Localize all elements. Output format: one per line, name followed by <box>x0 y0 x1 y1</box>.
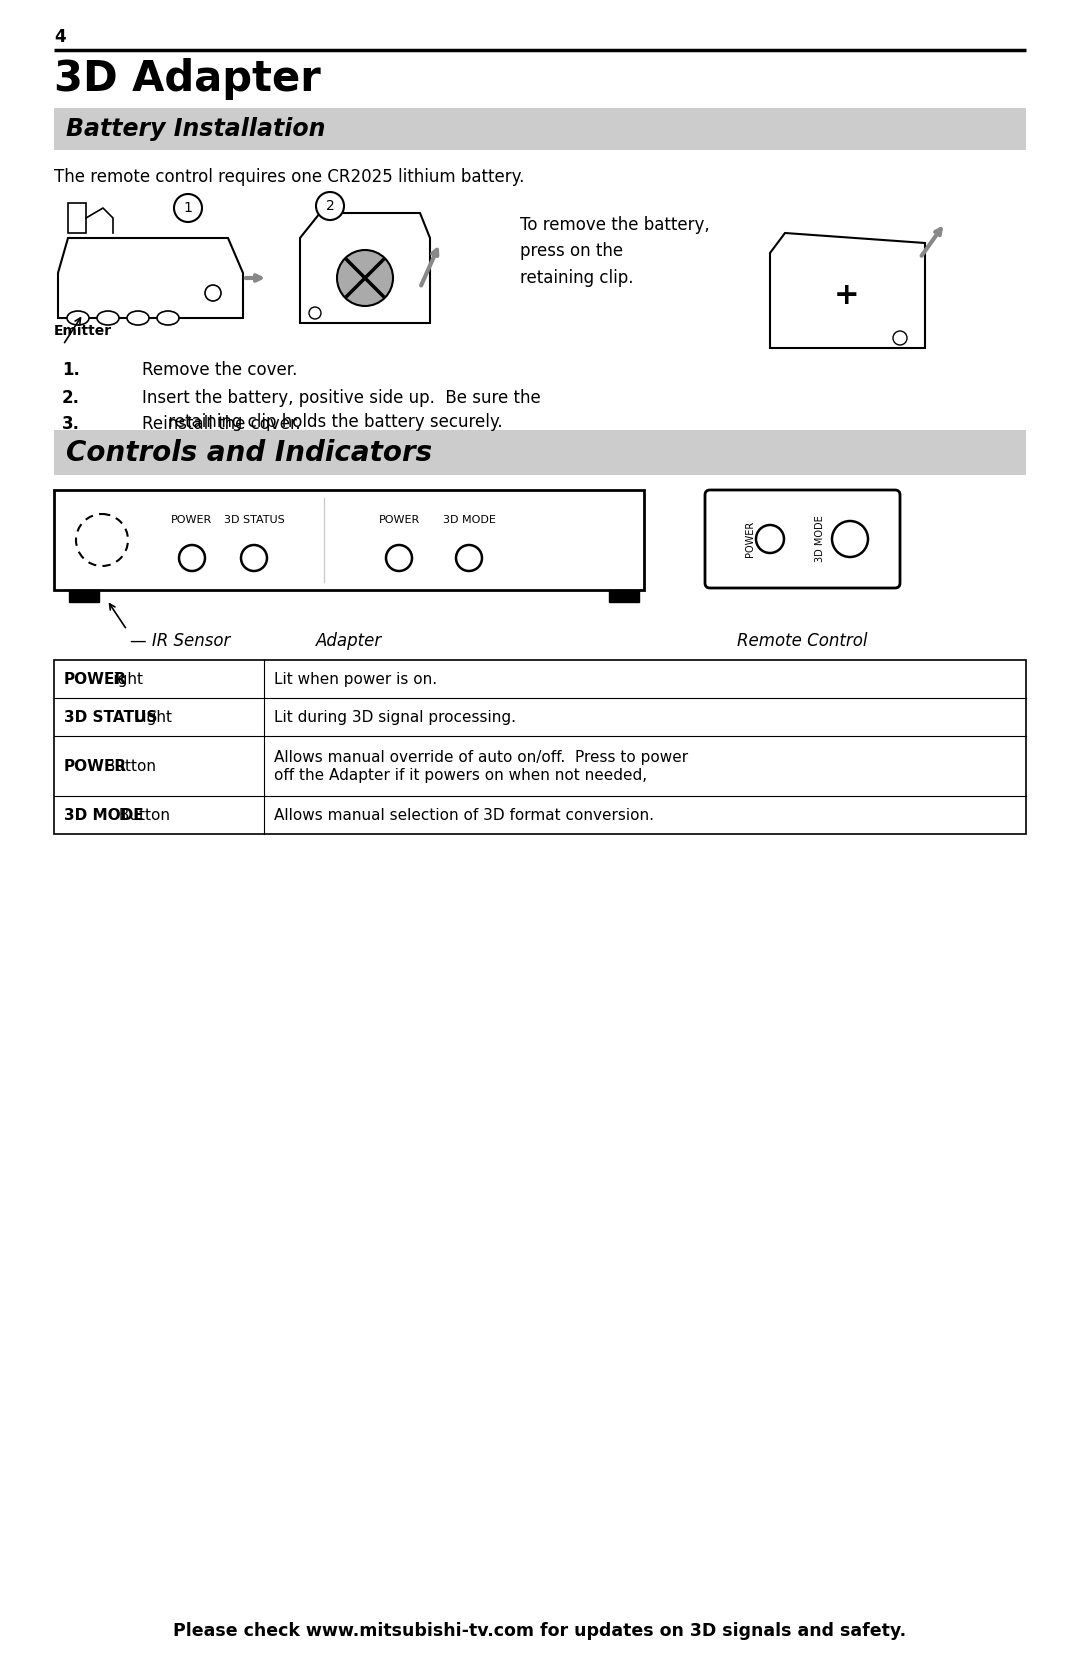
Text: Allows manual override of auto on/off.  Press to power: Allows manual override of auto on/off. P… <box>274 749 688 764</box>
Circle shape <box>386 546 411 571</box>
Text: Insert the battery, positive side up.  Be sure the
     retaining clip holds the: Insert the battery, positive side up. Be… <box>141 389 541 431</box>
Circle shape <box>309 307 321 319</box>
Text: Controls and Indicators: Controls and Indicators <box>66 439 432 467</box>
Text: 2.: 2. <box>62 389 80 407</box>
Ellipse shape <box>157 310 179 325</box>
Bar <box>54 491 644 591</box>
Circle shape <box>832 521 868 557</box>
Bar <box>69 591 99 603</box>
Text: — IR Sensor: — IR Sensor <box>130 633 230 649</box>
Text: Emitter: Emitter <box>54 324 112 339</box>
Text: 1: 1 <box>184 200 192 215</box>
Text: 3D STATUS: 3D STATUS <box>64 709 158 724</box>
Text: Please check www.mitsubishi-tv.com for updates on 3D signals and safety.: Please check www.mitsubishi-tv.com for u… <box>174 1622 906 1641</box>
Ellipse shape <box>127 310 149 325</box>
Text: POWER: POWER <box>172 516 213 526</box>
Text: Button: Button <box>100 758 156 773</box>
Text: 2: 2 <box>326 199 335 214</box>
Polygon shape <box>770 234 924 349</box>
FancyBboxPatch shape <box>705 491 900 587</box>
Circle shape <box>316 192 345 220</box>
Circle shape <box>456 546 482 571</box>
Text: 1.: 1. <box>62 361 80 379</box>
Polygon shape <box>300 214 430 324</box>
Text: Light: Light <box>129 709 172 724</box>
Bar <box>54 108 1026 150</box>
Circle shape <box>205 285 221 300</box>
Text: POWER: POWER <box>745 521 755 557</box>
Text: Lit during 3D signal processing.: Lit during 3D signal processing. <box>274 709 516 724</box>
Text: POWER: POWER <box>378 516 420 526</box>
Text: Adapter: Adapter <box>315 633 382 649</box>
Text: Remote Control: Remote Control <box>737 633 867 649</box>
Text: POWER: POWER <box>64 671 127 686</box>
Bar <box>609 591 639 603</box>
Bar <box>54 431 1026 476</box>
Circle shape <box>893 330 907 345</box>
Bar <box>68 204 86 234</box>
Text: +: + <box>834 280 860 309</box>
Text: 4: 4 <box>54 28 66 47</box>
Polygon shape <box>58 239 243 319</box>
Text: POWER: POWER <box>64 758 127 773</box>
Text: Lit when power is on.: Lit when power is on. <box>274 671 437 686</box>
Text: To remove the battery,
press on the
retaining clip.: To remove the battery, press on the reta… <box>519 215 710 287</box>
Text: 3D Adapter: 3D Adapter <box>54 58 321 100</box>
Ellipse shape <box>67 310 89 325</box>
Circle shape <box>756 526 784 552</box>
Text: Light: Light <box>100 671 143 686</box>
Text: Allows manual selection of 3D format conversion.: Allows manual selection of 3D format con… <box>274 808 654 823</box>
Text: 3D MODE: 3D MODE <box>443 516 496 526</box>
Text: 3D STATUS: 3D STATUS <box>224 516 284 526</box>
Circle shape <box>179 546 205 571</box>
Text: The remote control requires one CR2025 lithium battery.: The remote control requires one CR2025 l… <box>54 169 525 185</box>
Text: 3D MODE: 3D MODE <box>815 516 825 562</box>
Bar <box>54 659 1026 834</box>
Ellipse shape <box>97 310 119 325</box>
Text: Battery Installation: Battery Installation <box>66 117 325 140</box>
Text: Remove the cover.: Remove the cover. <box>141 361 297 379</box>
Text: Reinstall the cover.: Reinstall the cover. <box>141 416 300 432</box>
Circle shape <box>76 514 129 566</box>
Circle shape <box>174 194 202 222</box>
Circle shape <box>337 250 393 305</box>
Circle shape <box>241 546 267 571</box>
Text: Button: Button <box>114 808 171 823</box>
Text: off the Adapter if it powers on when not needed,: off the Adapter if it powers on when not… <box>274 768 647 783</box>
Text: 3D MODE: 3D MODE <box>64 808 144 823</box>
Text: 3.: 3. <box>62 416 80 432</box>
